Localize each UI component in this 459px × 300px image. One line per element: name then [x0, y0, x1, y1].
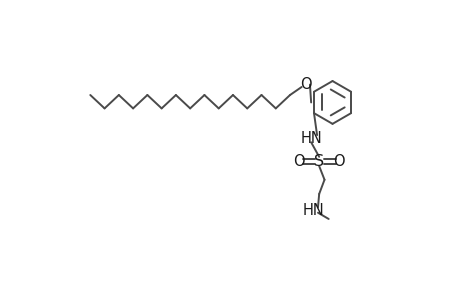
- Text: O: O: [293, 154, 304, 169]
- Text: HN: HN: [302, 203, 324, 218]
- Text: S: S: [313, 154, 324, 169]
- Text: O: O: [299, 77, 311, 92]
- Text: HN: HN: [300, 131, 321, 146]
- Text: O: O: [332, 154, 344, 169]
